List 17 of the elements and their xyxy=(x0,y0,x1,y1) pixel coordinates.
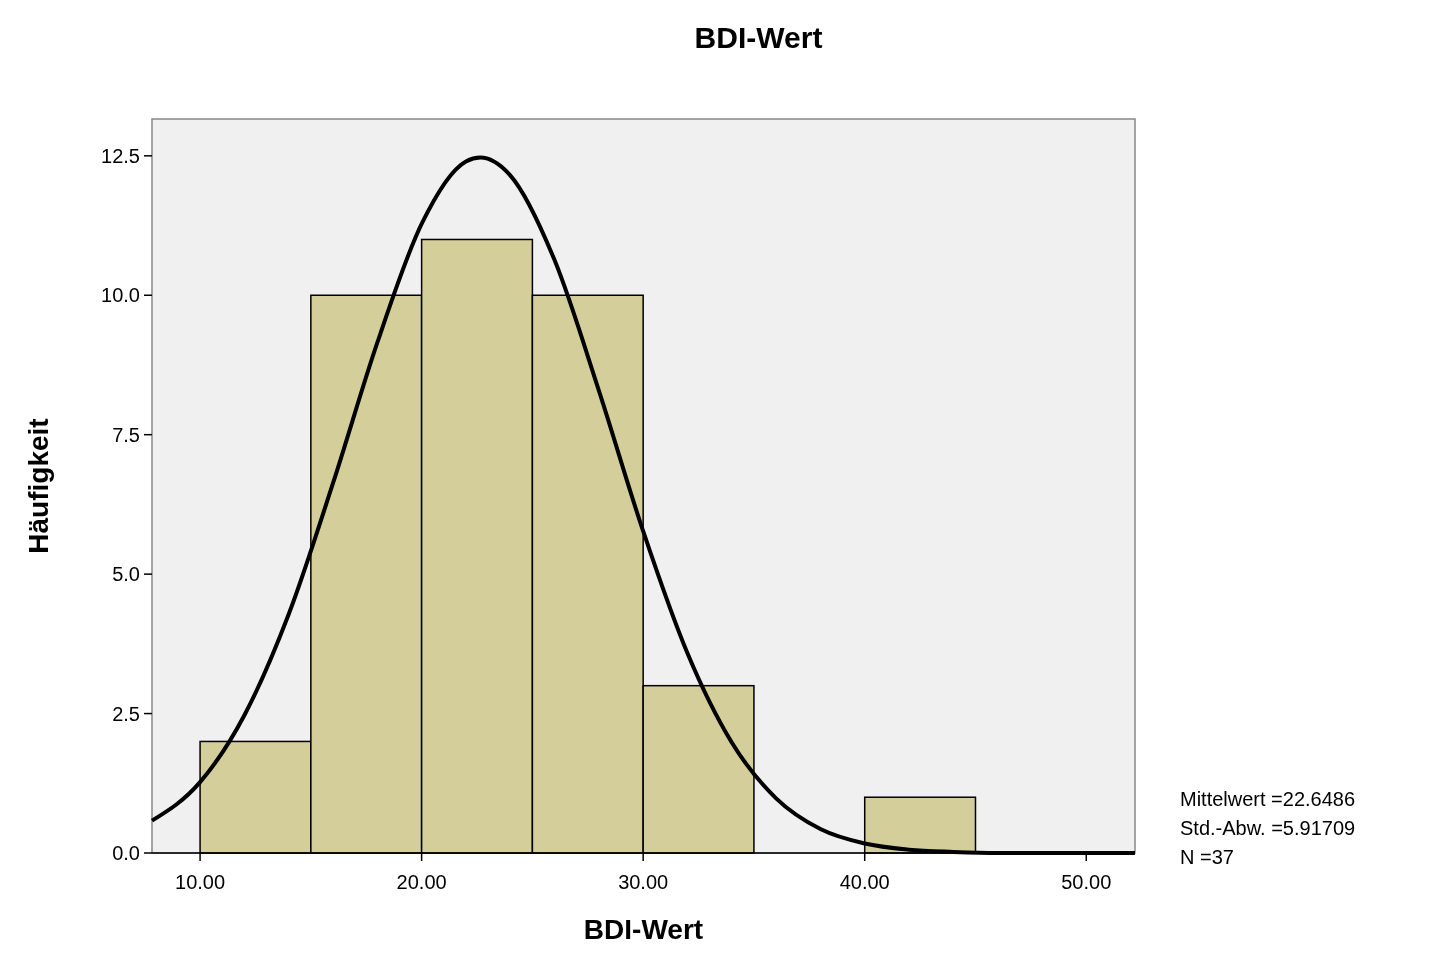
y-tick-label: 0.0 xyxy=(112,842,140,864)
text: Mittelwert =22.6486 xyxy=(1180,788,1356,810)
text: N =37 xyxy=(1180,846,1234,868)
y-tick-label: 2.5 xyxy=(112,702,140,725)
y-axis-title: Häufigkeit xyxy=(23,418,54,554)
x-tick-label: 10.00 xyxy=(175,871,226,893)
y-tick-label: 12.5 xyxy=(101,144,140,167)
x-tick-label: 30.00 xyxy=(618,871,669,893)
x-axis-title: BDI-Wert xyxy=(583,914,704,945)
text: Std.-Abw. =5.91709 xyxy=(1180,817,1356,839)
x-tick-label: 40.00 xyxy=(839,871,890,893)
x-tick-label: 20.00 xyxy=(396,871,447,893)
x-tick-label: 50.00 xyxy=(1061,871,1112,893)
y-tick-label: 5.0 xyxy=(112,563,140,586)
chart-title: BDI-Wert xyxy=(694,21,823,54)
y-tick-label: 7.5 xyxy=(112,423,140,446)
y-tick-label: 10.0 xyxy=(101,284,140,307)
